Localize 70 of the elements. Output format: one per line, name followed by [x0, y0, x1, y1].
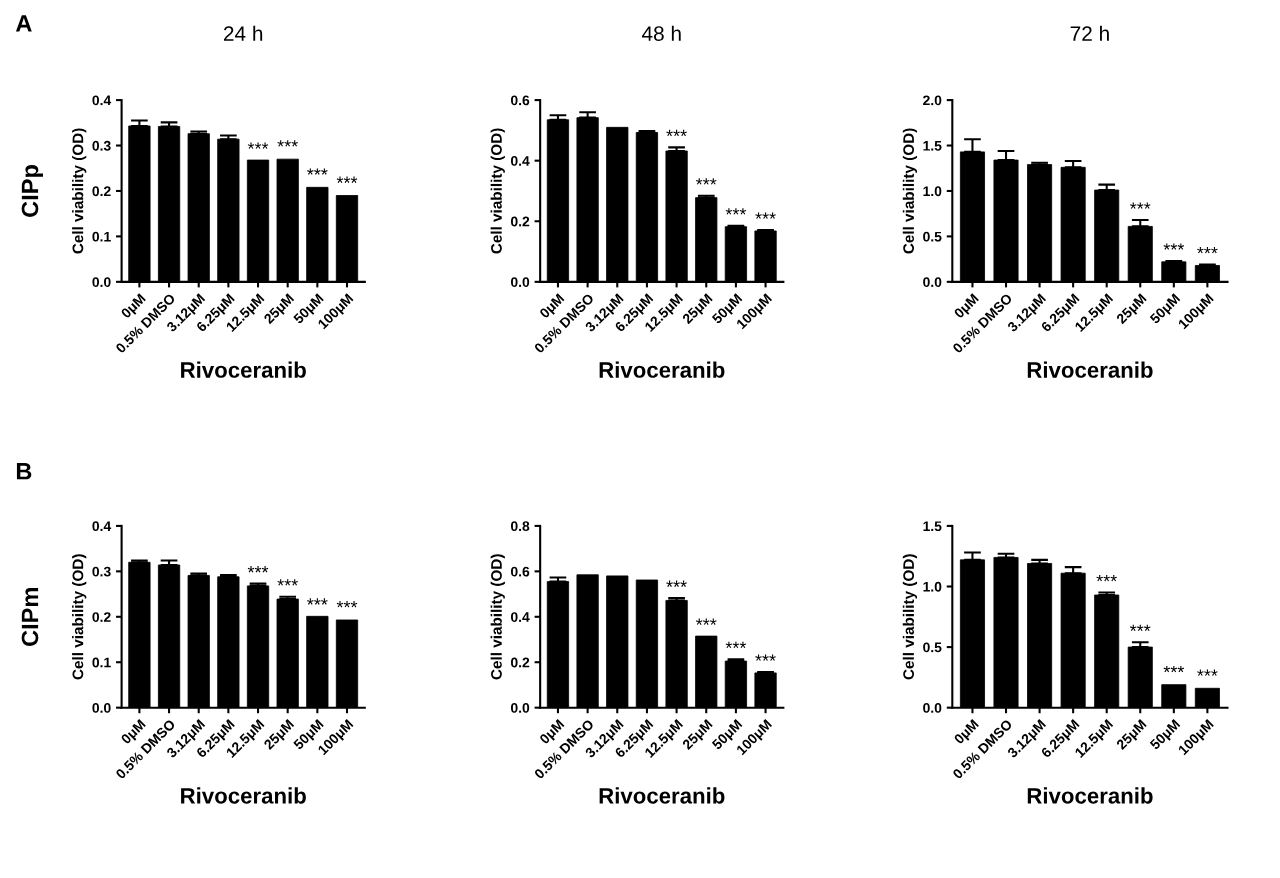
- x-axis-title: Rivoceranib: [181, 787, 306, 804]
- annotation: ***: [336, 601, 358, 608]
- y-axis-title: Cell viability (OD): [902, 128, 918, 254]
- y-tick-label: 0.0: [923, 277, 942, 288]
- y-tick-label: 1.0: [923, 581, 942, 592]
- annotation: ***: [1163, 665, 1185, 673]
- y-axis-title: Cell viability (OD): [72, 554, 87, 680]
- annotation: ***: [247, 142, 269, 149]
- y-tick-label: 0.0: [92, 703, 111, 713]
- annotation: ***: [336, 176, 358, 183]
- annotation: ***: [277, 579, 298, 586]
- x-axis-title: Rivoceranib: [599, 361, 725, 378]
- y-axis-title: Cell viability (OD): [72, 128, 87, 254]
- annotation: ***: [666, 129, 687, 137]
- annotation: ***: [307, 168, 328, 175]
- y-tick-label: 0.1: [92, 231, 111, 242]
- y-tick-label: 0.0: [510, 703, 530, 713]
- annotation: ***: [696, 618, 717, 625]
- annotation: ***: [755, 654, 776, 661]
- annotation: ***: [696, 178, 717, 185]
- chart-title: 24 h: [223, 25, 263, 41]
- y-axis-title: Cell viability (OD): [490, 128, 505, 254]
- y-tick-label: 0.1: [92, 657, 111, 668]
- annotation: ***: [307, 598, 328, 605]
- y-tick-label: 2.0: [923, 95, 942, 106]
- annotation: ***: [725, 641, 747, 649]
- y-tick-label: 1.5: [923, 521, 942, 532]
- text: A: [15, 15, 32, 32]
- y-tick-label: 0.4: [92, 95, 112, 106]
- annotation: ***: [1197, 247, 1218, 254]
- annotation: ***: [1130, 624, 1151, 632]
- y-tick-label: 0.2: [510, 657, 530, 668]
- y-axis-title: Cell viability (OD): [490, 554, 505, 680]
- x-axis-title: Rivoceranib: [599, 787, 725, 804]
- y-tick-label: 1.5: [923, 141, 942, 151]
- annotation: ***: [247, 566, 269, 573]
- y-tick-label: 0.3: [92, 140, 111, 151]
- annotation: ***: [666, 580, 687, 587]
- y-tick-label: 0.5: [923, 642, 942, 653]
- y-tick-label: 1.0: [923, 186, 942, 197]
- y-tick-label: 0.2: [92, 612, 111, 622]
- chart-title: 72 h: [1070, 25, 1109, 41]
- annotation: ***: [1130, 202, 1151, 209]
- annotation: ***: [1197, 669, 1218, 676]
- y-tick-label: 0.5: [923, 231, 942, 242]
- y-tick-label: 0.4: [92, 521, 112, 532]
- y-tick-label: 0.6: [510, 95, 530, 106]
- y-tick-label: 0.6: [510, 566, 530, 577]
- y-tick-label: 0.4: [510, 156, 530, 166]
- text: CIPp: [21, 165, 43, 217]
- y-tick-label: 0.0: [92, 277, 111, 288]
- chart-title: 48 h: [641, 25, 681, 41]
- y-tick-label: 0.4: [510, 612, 530, 622]
- x-axis-title: Rivoceranib: [181, 361, 306, 378]
- y-tick-label: 0.8: [510, 521, 530, 532]
- y-tick-label: 0.3: [92, 566, 111, 577]
- annotation: ***: [277, 140, 298, 147]
- annotation: ***: [725, 208, 747, 215]
- x-axis-title: Rivoceranib: [1027, 361, 1153, 378]
- text: B: [16, 463, 32, 480]
- annotation: ***: [755, 212, 776, 219]
- y-tick-label: 0.2: [92, 186, 111, 197]
- y-tick-label: 0.2: [510, 216, 530, 227]
- y-tick-label: 0.0: [923, 703, 942, 713]
- annotation: ***: [1096, 575, 1117, 582]
- y-tick-label: 0.0: [510, 277, 530, 288]
- annotation: ***: [1163, 243, 1185, 250]
- x-axis-title: Rivoceranib: [1027, 787, 1153, 804]
- y-axis-title: Cell viability (OD): [902, 554, 918, 680]
- text: CIPm: [21, 588, 39, 646]
